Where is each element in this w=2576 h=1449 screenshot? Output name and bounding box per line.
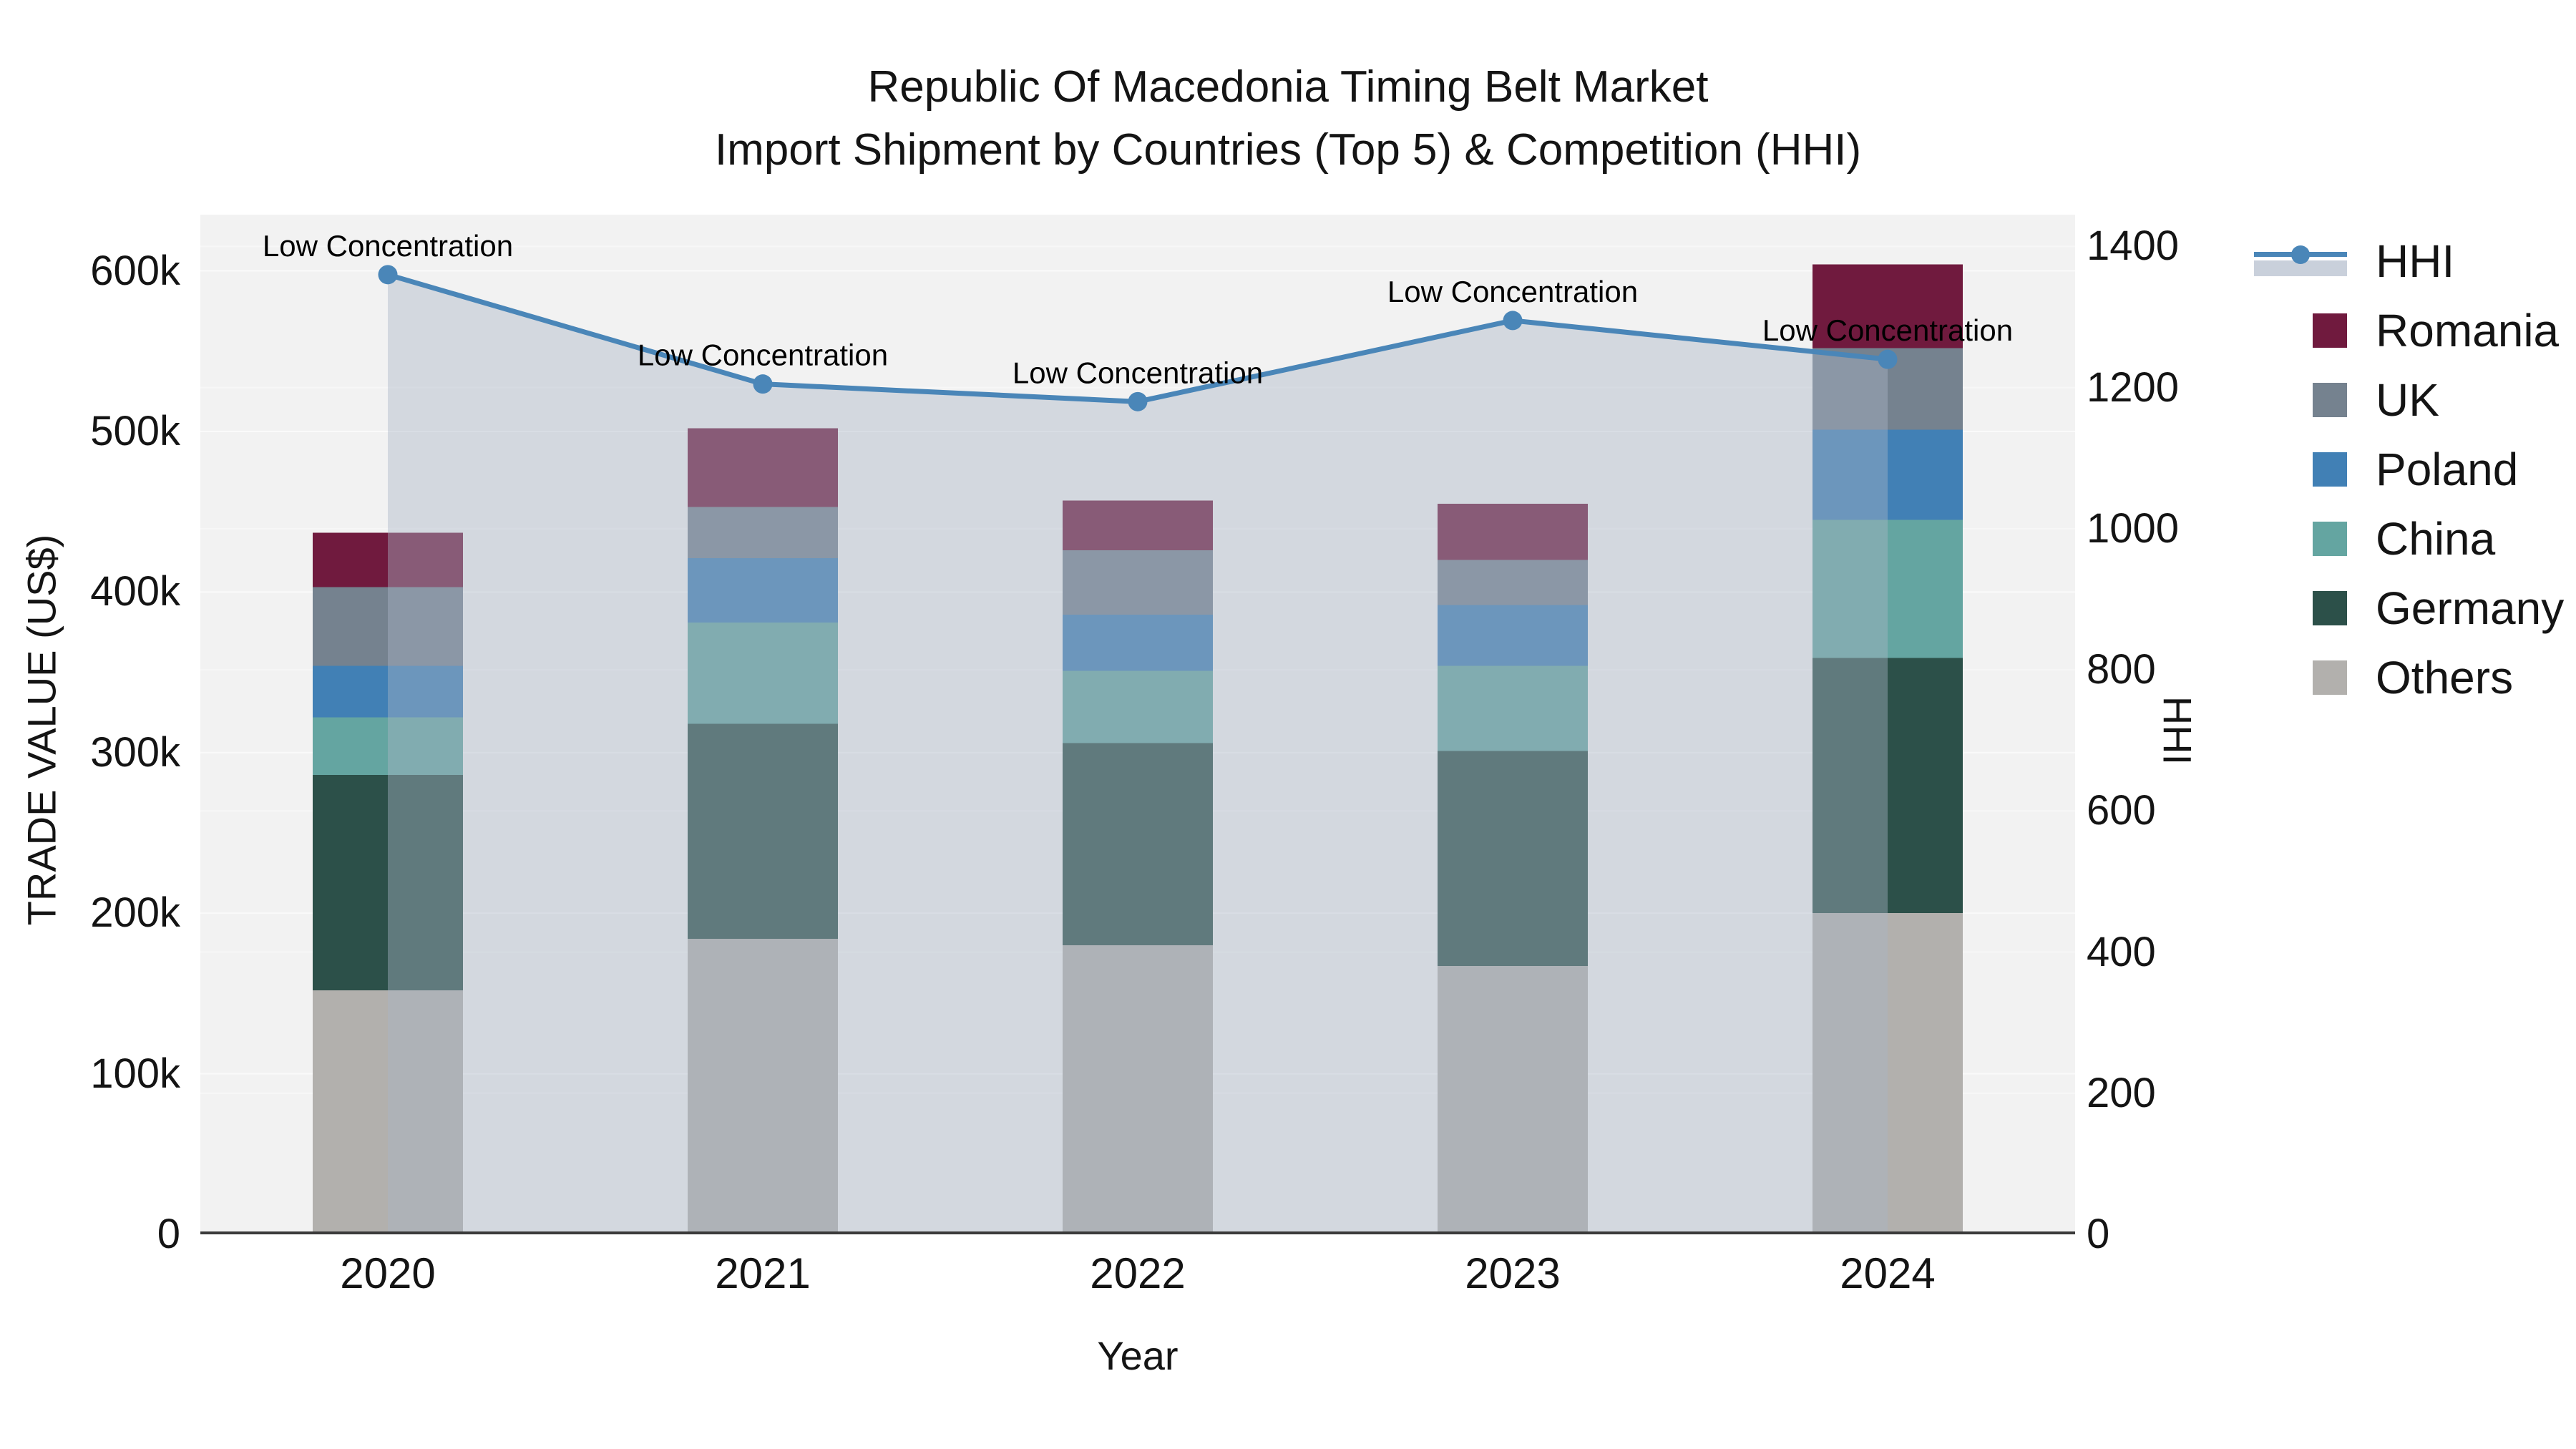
- bar-segment-uk-2021[interactable]: [688, 507, 838, 559]
- y-right-tick-label: 1400: [2087, 223, 2180, 270]
- bar-segment-germany-2022[interactable]: [1063, 743, 1213, 946]
- bar-segment-poland-2024[interactable]: [1813, 429, 1963, 520]
- legend-item-china[interactable]: China: [2254, 504, 2564, 573]
- y-axis-title-right: HHI: [2155, 696, 2200, 766]
- legend-label-hhi: HHI: [2376, 235, 2455, 287]
- bar-segment-others-2022[interactable]: [1063, 945, 1213, 1234]
- legend-item-others[interactable]: Others: [2254, 643, 2564, 712]
- bar-segment-germany-2024[interactable]: [1813, 658, 1963, 914]
- legend-item-poland[interactable]: Poland: [2254, 434, 2564, 504]
- y-right-tick-label: 600: [2087, 787, 2156, 834]
- annotation-low-concentration: Low Concentration: [263, 229, 513, 263]
- legend-swatch-others: [2313, 660, 2347, 695]
- x-tick-label-2023: 2023: [1465, 1249, 1561, 1297]
- annotation-low-concentration: Low Concentration: [638, 338, 888, 372]
- bar-segment-poland-2023[interactable]: [1438, 605, 1588, 666]
- legend-swatch-poland: [2313, 452, 2347, 487]
- bar-segment-china-2022[interactable]: [1063, 670, 1213, 743]
- y-left-tick-label: 400k: [90, 568, 180, 615]
- legend-label-china: China: [2376, 512, 2496, 565]
- legend-item-uk[interactable]: UK: [2254, 365, 2564, 434]
- legend-label-germany: Germany: [2376, 582, 2565, 634]
- y-right-tick-label: 400: [2087, 928, 2156, 975]
- bar-segment-uk-2023[interactable]: [1438, 560, 1588, 605]
- legend-label-poland: Poland: [2376, 443, 2519, 495]
- legend-label-romania: Romania: [2376, 304, 2560, 356]
- bar-segment-china-2021[interactable]: [688, 623, 838, 724]
- legend-swatch-germany: [2313, 590, 2347, 625]
- x-tick-label-2022: 2022: [1090, 1249, 1186, 1297]
- bar-segment-others-2021[interactable]: [688, 939, 838, 1234]
- y-left-tick-label: 300k: [90, 728, 180, 776]
- x-axis-title: Year: [1097, 1333, 1179, 1378]
- legend-hhi-line-icon: [2254, 241, 2347, 281]
- chart-subtitle: Import Shipment by Countries (Top 5) & C…: [714, 125, 1862, 175]
- annotation-low-concentration: Low Concentration: [1387, 275, 1638, 308]
- y-left-tick-label: 0: [157, 1211, 180, 1257]
- legend-label-uk: UK: [2376, 374, 2439, 426]
- bar-segment-china-2024[interactable]: [1813, 519, 1963, 658]
- x-tick-label-2021: 2021: [715, 1249, 811, 1297]
- y-left-tick-label: 600k: [90, 247, 180, 294]
- annotation-low-concentration: Low Concentration: [1762, 313, 2013, 347]
- bar-segment-uk-2020[interactable]: [313, 587, 463, 666]
- bar-segment-poland-2021[interactable]: [688, 558, 838, 623]
- bar-segment-romania-2020[interactable]: [313, 532, 463, 587]
- y-left-tick-label: 100k: [90, 1050, 180, 1097]
- bar-segment-germany-2023[interactable]: [1438, 751, 1588, 967]
- bar-segment-romania-2022[interactable]: [1063, 500, 1213, 551]
- legend-hhi-marker-dot: [2291, 245, 2310, 264]
- x-tick-label-2020: 2020: [340, 1249, 436, 1297]
- hhi-marker-2022[interactable]: [1128, 391, 1148, 411]
- hhi-marker-2021[interactable]: [753, 374, 773, 394]
- hhi-marker-2023[interactable]: [1503, 311, 1523, 331]
- bar-segment-china-2023[interactable]: [1438, 665, 1588, 751]
- bar-segment-china-2020[interactable]: [313, 717, 463, 776]
- bar-segment-germany-2021[interactable]: [688, 723, 838, 940]
- x-tick-label-2024: 2024: [1840, 1249, 1936, 1297]
- legend-swatch-romania: [2313, 313, 2347, 348]
- y-left-tick-label: 200k: [90, 889, 180, 937]
- legend-swatch-uk: [2313, 382, 2347, 417]
- y-right-tick-label: 0: [2087, 1211, 2110, 1257]
- legend-item-germany[interactable]: Germany: [2254, 573, 2564, 643]
- legend-label-others: Others: [2376, 651, 2514, 703]
- legend-item-romania[interactable]: Romania: [2254, 296, 2564, 365]
- hhi-marker-2024[interactable]: [1878, 349, 1898, 369]
- bar-segment-poland-2022[interactable]: [1063, 614, 1213, 671]
- bar-segment-others-2024[interactable]: [1813, 913, 1963, 1234]
- legend-swatch-china: [2313, 521, 2347, 556]
- legend: HHI Romania UK Poland China Germany Others: [2254, 226, 2564, 712]
- legend-hhi-area-swatch: [2254, 260, 2347, 276]
- hhi-marker-2020[interactable]: [378, 265, 398, 285]
- bar-segment-uk-2022[interactable]: [1063, 550, 1213, 615]
- bar-segment-others-2023[interactable]: [1438, 966, 1588, 1234]
- y-right-tick-label: 1000: [2087, 504, 2180, 552]
- hhi-area-fill: [388, 274, 1888, 1235]
- bar-segment-romania-2021[interactable]: [688, 428, 838, 507]
- legend-item-hhi[interactable]: HHI: [2254, 226, 2564, 296]
- annotation-low-concentration: Low Concentration: [1013, 356, 1263, 389]
- bar-segment-others-2020[interactable]: [313, 990, 463, 1234]
- bar-segment-romania-2023[interactable]: [1438, 503, 1588, 560]
- y-left-tick-label: 500k: [90, 407, 180, 454]
- bar-segment-poland-2020[interactable]: [313, 665, 463, 718]
- y-right-tick-label: 200: [2087, 1069, 2156, 1116]
- plot-area: Low Concentration Low Concentration Low Co…: [200, 215, 2075, 1235]
- bar-segment-romania-2024[interactable]: [1813, 264, 1963, 348]
- bar-segment-germany-2020[interactable]: [313, 775, 463, 990]
- y-right-tick-label: 800: [2087, 646, 2156, 693]
- y-right-tick-label: 1200: [2087, 364, 2180, 411]
- chart-title: Republic Of Macedonia Timing Belt Market: [867, 62, 1709, 112]
